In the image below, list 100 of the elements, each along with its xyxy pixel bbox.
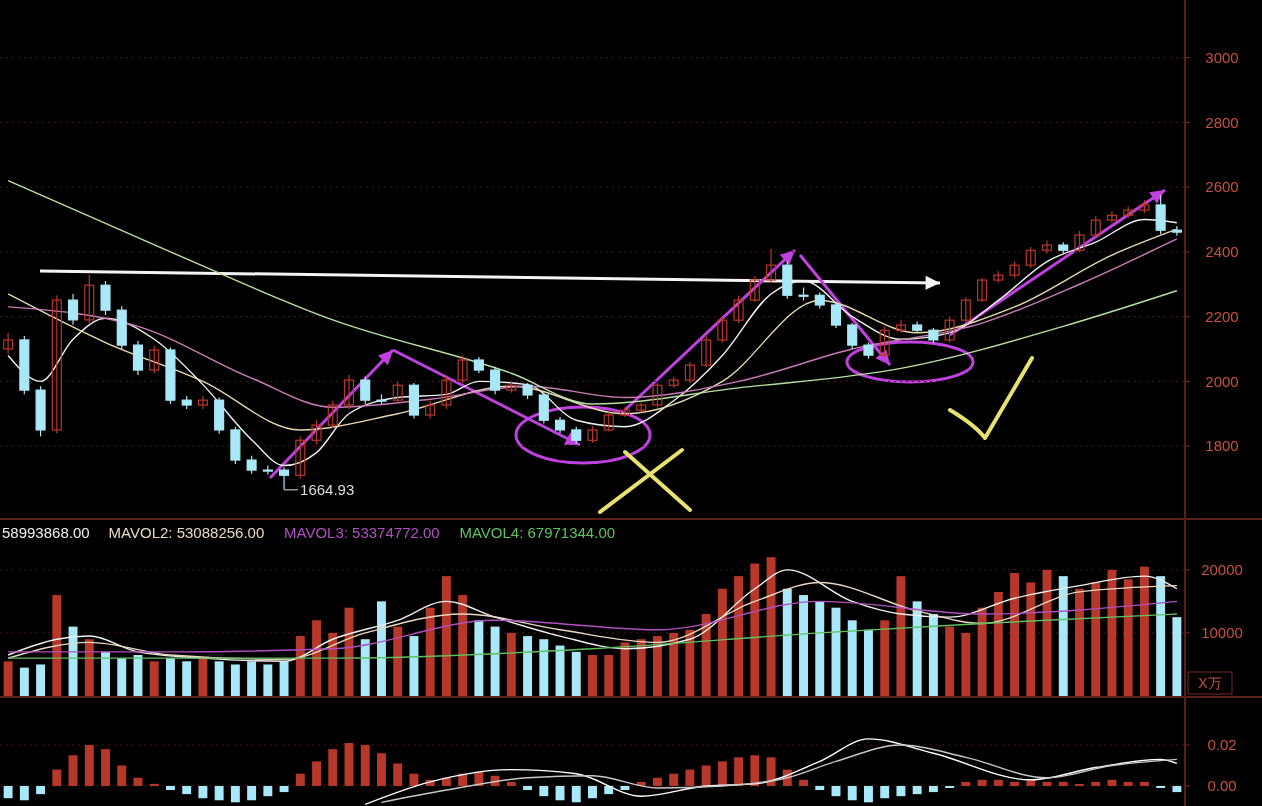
candlestick	[684, 361, 695, 384]
bar	[84, 745, 94, 786]
bar	[328, 749, 338, 786]
bar	[928, 785, 938, 793]
candlestick	[766, 248, 777, 284]
bar	[295, 773, 305, 786]
bar	[1058, 576, 1068, 696]
bar	[912, 601, 922, 696]
bar	[68, 755, 78, 786]
y-tick-label: 2400	[1205, 243, 1239, 261]
bar	[961, 632, 971, 696]
bar	[344, 743, 354, 786]
bar	[149, 661, 159, 696]
bar	[766, 757, 776, 786]
candlestick	[895, 319, 906, 334]
bar	[441, 576, 451, 696]
candlestick	[1090, 215, 1101, 238]
bar	[1010, 572, 1020, 696]
candlestick	[441, 375, 452, 410]
bar	[1107, 779, 1117, 786]
bar	[1172, 785, 1182, 793]
bar	[1058, 781, 1068, 786]
bar	[1139, 566, 1149, 696]
bar	[1123, 781, 1133, 786]
bar	[441, 777, 451, 786]
text: MAVOL4: 67971344.00	[459, 524, 616, 541]
bar	[36, 664, 46, 696]
bar	[84, 639, 94, 696]
bar	[214, 785, 224, 801]
bar	[604, 655, 614, 696]
y-tick-label: 2000	[1205, 372, 1239, 390]
bar	[1091, 582, 1101, 696]
bar	[1075, 783, 1084, 786]
bar	[669, 773, 679, 786]
bar	[230, 664, 240, 696]
candlestick	[295, 435, 306, 480]
candlestick	[3, 332, 14, 355]
bar	[19, 667, 29, 696]
bar	[815, 785, 825, 791]
bar	[182, 661, 192, 696]
candlestick	[1074, 230, 1085, 253]
bar	[993, 591, 1003, 696]
bar	[263, 785, 273, 797]
y-tick-label: 0.00	[1207, 777, 1237, 795]
bar	[799, 595, 808, 696]
bar	[117, 765, 127, 786]
candlestick	[197, 395, 208, 410]
bar	[1172, 617, 1182, 696]
candlestick	[652, 382, 663, 408]
candlestick	[830, 301, 842, 329]
bar	[165, 658, 175, 696]
candlestick	[1041, 239, 1053, 255]
bar	[896, 576, 906, 696]
bar	[993, 779, 1003, 786]
bar	[3, 661, 13, 696]
bar	[165, 785, 175, 791]
candlestick	[149, 345, 160, 374]
bar	[377, 753, 386, 786]
bar	[701, 613, 711, 696]
bar	[458, 595, 468, 696]
line-series	[7, 600, 1178, 653]
bar	[523, 785, 533, 791]
y-tick-label: 3000	[1205, 48, 1239, 66]
bar	[1026, 582, 1036, 696]
bar	[230, 785, 240, 803]
bar	[880, 785, 890, 799]
bar	[588, 655, 597, 696]
candlestick	[360, 375, 371, 405]
bar	[312, 620, 322, 696]
bar	[717, 761, 727, 786]
y-tick-label: 2600	[1205, 178, 1239, 196]
bar	[1139, 781, 1149, 786]
bar	[717, 588, 727, 696]
y-tick-label: 1800	[1205, 437, 1239, 455]
bar	[1123, 579, 1133, 696]
bar	[766, 557, 776, 696]
bar	[1091, 781, 1101, 786]
text: MAVOL2: 53088256.00	[108, 524, 265, 541]
y-tick-label: 20000	[1201, 561, 1243, 579]
candlestick	[490, 366, 501, 395]
bar	[1156, 576, 1166, 696]
bar	[101, 651, 110, 696]
bar	[880, 620, 890, 696]
bar	[506, 632, 516, 696]
bar	[847, 620, 857, 696]
bar	[799, 779, 808, 786]
y-tick-label: 10000	[1201, 624, 1243, 642]
candlestick	[733, 294, 744, 324]
candlestick	[67, 293, 79, 326]
candlestick	[717, 316, 728, 344]
bar	[474, 620, 484, 696]
candlestick	[749, 275, 760, 303]
candlestick	[960, 296, 971, 324]
bar	[652, 777, 662, 786]
bar	[409, 773, 419, 786]
bar	[377, 601, 386, 696]
annotation: 1664.93	[300, 481, 355, 499]
candlestick	[701, 335, 712, 368]
text: MAVOL3: 53374772.00	[284, 524, 440, 541]
bar	[1075, 588, 1084, 696]
